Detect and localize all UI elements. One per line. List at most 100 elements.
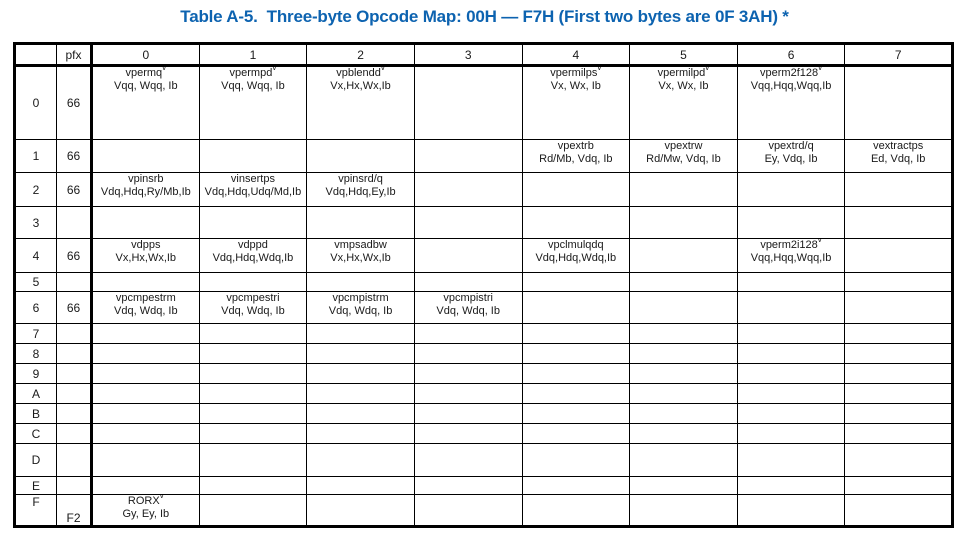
opcode-operands: Gy, Ey, Ib (122, 508, 170, 520)
opcode-cell-3-6 (736, 206, 846, 239)
opcode-cell-6-6 (736, 291, 846, 324)
opcode-mnemonic: vpcmpistrm (332, 292, 389, 305)
opcode-cell-6-4 (521, 291, 631, 324)
opcode-operands: Ey, Vdq, Ib (764, 153, 818, 165)
opcode-cell-E-7 (844, 476, 953, 495)
opcode-cell-D-0 (91, 443, 200, 477)
opcode-mnemonic: vinsertps (230, 173, 275, 186)
row-label-9: 9 (14, 363, 57, 384)
row-label-2: 2 (14, 172, 57, 207)
opcode-mnemonic: vperm2f128v (738, 65, 844, 80)
opcode-cell-B-5 (629, 403, 738, 424)
opcode-operands: Vdq,Hdq,Wdq,Ib (212, 252, 294, 264)
opcode-mnemonic: vpermpdv (200, 67, 306, 80)
opcode-cell-B-2 (306, 403, 415, 424)
opcode-mnemonic: vpcmpestri (226, 292, 280, 305)
opcode-cell-3-7 (844, 206, 953, 239)
opcode-row-6: 6 66 vpcmpestrm Vdq, Wdq, Ib vpcmpestri Vdq, … (14, 291, 953, 324)
opcode-cell-5-2 (306, 272, 415, 292)
opcode-cell-4-0: vdpps Vx,Hx,Wx,Ib (91, 238, 200, 273)
pfx-column-header: pfx (56, 43, 93, 67)
opcode-cell-8-2 (306, 343, 415, 364)
opcode-cell-C-7 (844, 423, 953, 444)
opcode-cell-7-5 (629, 323, 738, 344)
opcode-row-E: E (14, 476, 953, 495)
opcode-operands: Vdq,Hdq,Udq/Md,Ib (204, 186, 302, 198)
opcode-cell-0-7 (844, 65, 953, 140)
opcode-mnemonic: vpermqv (93, 67, 198, 80)
pfx-cell-6: 66 (56, 291, 93, 324)
opcode-mnemonic: vdppd (237, 239, 268, 252)
opcode-operands: Vdq,Hdq,Ry/Mb,Ib (100, 186, 191, 198)
opcode-cell-D-6 (736, 443, 846, 477)
opcode-cell-D-2 (306, 443, 415, 477)
opcode-mnemonic: vpinsrb (128, 173, 164, 186)
column-header-0: 0 (91, 43, 200, 67)
opcode-cell-6-7 (844, 291, 953, 324)
pfx-cell-7 (56, 323, 93, 344)
row-label-4: 4 (14, 238, 57, 273)
opcode-mnemonic: vpcmpestrm (115, 292, 176, 305)
opcode-cell-7-2 (306, 323, 415, 344)
opcode-cell-0-5: vpermilpdv Vx, Wx, Ib (629, 65, 738, 140)
vex-superscript: v (818, 65, 823, 73)
opcode-mnemonic: vpcmpistri (443, 292, 493, 305)
opcode-cell-D-1 (198, 443, 308, 477)
opcode-row-1: 1 66 vpextrb Rd/Mb, Vdq, Ib vpextrw Rd/Mw, Vd… (14, 139, 953, 173)
column-header-2: 2 (306, 43, 415, 67)
row-label-3: 3 (14, 206, 57, 239)
pfx-cell-C (56, 423, 93, 444)
vex-superscript: v (705, 65, 710, 73)
opcode-cell-C-3 (413, 423, 523, 444)
row-label-6: 6 (14, 291, 57, 324)
opcode-cell-F-1 (198, 494, 308, 527)
opcode-cell-9-2 (306, 363, 415, 384)
pfx-cell-5 (56, 272, 93, 292)
opcode-cell-4-1: vdppd Vdq,Hdq,Wdq,Ib (198, 238, 308, 273)
opcode-operands: Vx,Hx,Wx,Ib (330, 252, 391, 264)
opcode-row-B: B (14, 403, 953, 424)
opcode-cell-A-7 (844, 383, 953, 404)
opcode-cell-4-6: vperm2i128v Vqq,Hqq,Wqq,Ib (736, 238, 846, 273)
opcode-cell-B-0 (91, 403, 200, 424)
row-label-8: 8 (14, 343, 57, 364)
opcode-cell-1-3 (413, 139, 523, 173)
opcode-mnemonic: vpblenddv (308, 65, 414, 80)
opcode-cell-7-0 (91, 323, 200, 344)
opcode-mnemonic: RORXv (93, 496, 198, 509)
opcode-cell-F-5 (629, 494, 738, 527)
opcode-operands: Rd/Mw, Vdq, Ib (646, 153, 721, 165)
vex-superscript: v (380, 65, 385, 73)
opcode-cell-5-7 (844, 272, 953, 292)
opcode-cell-9-1 (198, 363, 308, 384)
opcode-cell-B-7 (844, 403, 953, 424)
pfx-cell-E (56, 476, 93, 495)
opcode-cell-E-0 (91, 476, 200, 495)
opcode-row-8: 8 (14, 343, 953, 364)
column-header-5: 5 (629, 43, 738, 67)
row-label-A: A (14, 383, 57, 404)
opcode-cell-1-1 (198, 139, 308, 173)
opcode-cell-7-3 (413, 323, 523, 344)
opcode-cell-E-1 (198, 476, 308, 495)
corner-cell (14, 43, 57, 67)
pfx-cell-F: F2 (56, 494, 93, 527)
opcode-cell-4-5 (629, 238, 738, 273)
opcode-mnemonic: vmpsadbw (334, 239, 387, 252)
opcode-cell-5-1 (198, 272, 308, 292)
opcode-cell-0-6: vperm2f128v Vqq,Hqq,Wqq,Ib (736, 65, 846, 140)
opcode-row-9: 9 (14, 363, 953, 384)
opcode-cell-F-6 (736, 494, 846, 527)
opcode-cell-A-0 (91, 383, 200, 404)
opcode-cell-D-3 (413, 443, 523, 477)
opcode-mnemonic: vpextrd/q (768, 140, 814, 153)
opcode-cell-E-5 (629, 476, 738, 495)
opcode-cell-0-3 (413, 65, 523, 140)
row-label-E: E (14, 476, 57, 495)
row-label-5: 5 (14, 272, 57, 292)
opcode-cell-2-3 (413, 172, 523, 207)
opcode-cell-4-3 (413, 238, 523, 273)
opcode-cell-9-7 (844, 363, 953, 384)
opcode-cell-F-0: RORXv Gy, Ey, Ib (91, 494, 200, 527)
opcode-cell-D-7 (844, 443, 953, 477)
